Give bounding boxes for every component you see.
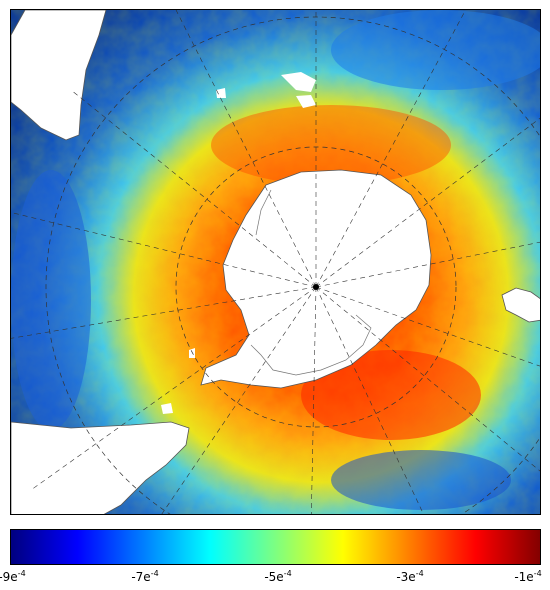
colorbar-tick-label: -9e-4 <box>0 569 26 584</box>
antarctica-landmass <box>200 169 432 389</box>
south-pole-marker <box>313 284 319 290</box>
colorbar <box>10 529 541 565</box>
field-patch-blue-top <box>331 10 540 90</box>
australia-landmass <box>501 287 540 323</box>
island <box>296 95 316 108</box>
colorbar-tick-label: -1e-4 <box>514 569 542 584</box>
polar-map <box>11 10 540 514</box>
field-patch-blue-left <box>11 170 91 430</box>
africa-landmass <box>11 421 190 514</box>
colorbar-tick-label: -5e-4 <box>264 569 292 584</box>
field-patch-red-bottom <box>301 350 481 440</box>
colorbar-tick-label: -7e-4 <box>131 569 159 584</box>
island <box>161 403 173 414</box>
colorbar-gradient <box>11 530 540 564</box>
meridian-lines <box>11 10 540 514</box>
south-america-landmass <box>11 10 107 141</box>
field-patch-blue-bottom <box>331 450 511 510</box>
map-panel <box>10 9 541 515</box>
island <box>281 72 316 92</box>
ice-shelf-outline <box>250 314 372 376</box>
ice-shelf-outline <box>255 189 272 236</box>
island <box>216 88 226 98</box>
field-patch-red-top <box>211 105 451 185</box>
colorbar-tick-label: -3e-4 <box>396 569 424 584</box>
island <box>189 348 195 358</box>
